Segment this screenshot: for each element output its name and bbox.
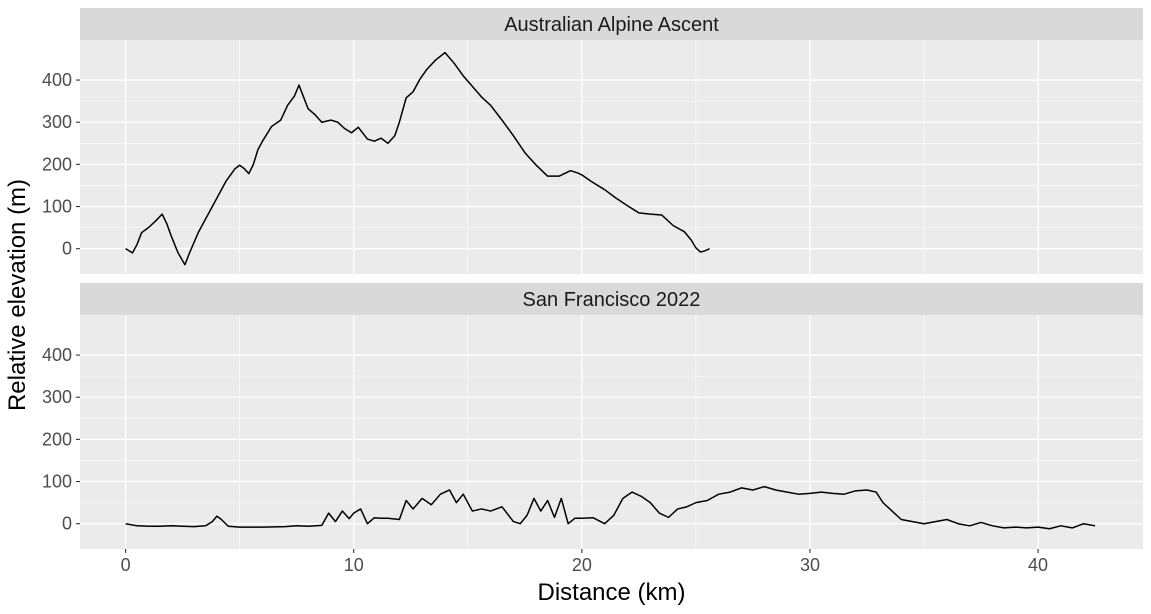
x-tick-label: 10: [344, 555, 364, 575]
panel-1-y-axis: 0 100 200 300 400: [42, 70, 80, 259]
panel-1-gridlines: [80, 40, 1143, 274]
panel-2-series-line: [125, 485, 1096, 530]
panel-2-background: [80, 315, 1143, 549]
y-tick-label: 0: [62, 239, 72, 259]
x-axis: 0 10 20 30 40: [121, 549, 1048, 575]
panel-2-y-axis: 0 100 200 300 400: [42, 345, 80, 534]
panel-1-title: Australian Alpine Ascent: [504, 14, 719, 36]
y-tick-label: 100: [42, 197, 72, 217]
x-tick-label: 0: [121, 555, 131, 575]
y-tick-label: 300: [42, 387, 72, 407]
panel-1-background: [80, 40, 1143, 274]
y-axis-title: Relative elevation (m): [4, 179, 31, 411]
y-tick-label: 200: [42, 429, 72, 449]
y-tick-label: 200: [42, 154, 72, 174]
panel-1-strip: [80, 8, 1143, 40]
y-tick-label: 400: [42, 70, 72, 90]
panel-2-gridlines: [80, 315, 1143, 549]
y-tick-label: 0: [62, 514, 72, 534]
x-tick-label: 20: [572, 555, 592, 575]
y-tick-label: 400: [42, 345, 72, 365]
x-tick-label: 40: [1028, 555, 1048, 575]
panel-2-strip: [80, 283, 1143, 315]
panel-australian-alpine-ascent: Australian Alpine Ascent: [80, 8, 1143, 274]
panel-san-francisco-2022: San Francisco 2022: [80, 283, 1143, 549]
x-axis-title: Distance (km): [537, 579, 685, 606]
x-tick-label: 30: [800, 555, 820, 575]
y-tick-label: 300: [42, 112, 72, 132]
y-tick-label: 100: [42, 472, 72, 492]
panel-1-series-line: [125, 51, 710, 266]
panel-2-title: San Francisco 2022: [523, 289, 701, 311]
